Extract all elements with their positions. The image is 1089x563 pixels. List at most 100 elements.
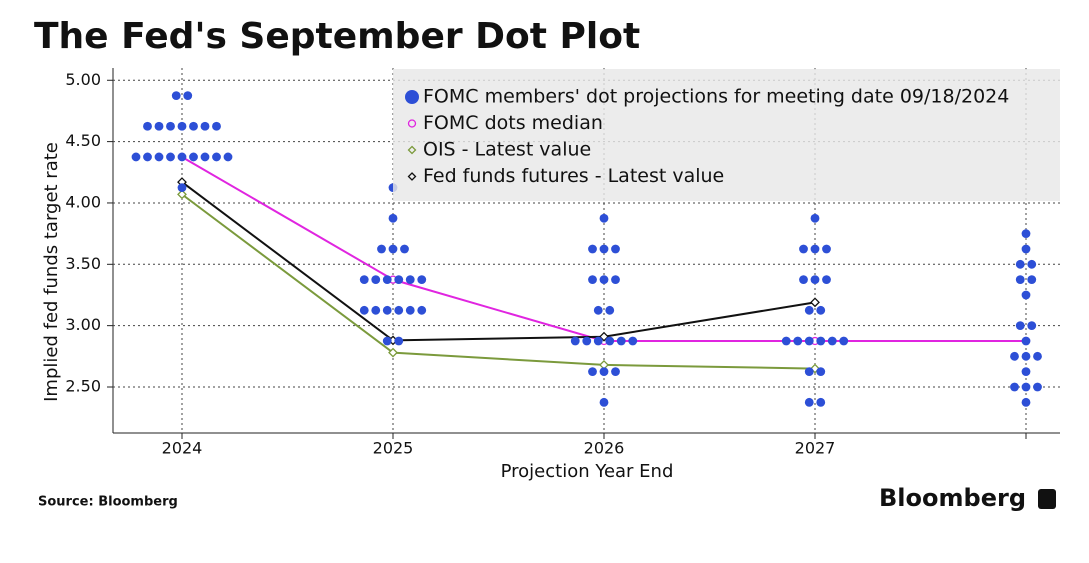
chart-title: The Fed's September Dot Plot [34, 16, 640, 57]
fomc-dot [588, 367, 597, 377]
fomc-dot [588, 275, 597, 285]
fomc-dot [1027, 321, 1037, 331]
fomc-dot [1010, 382, 1019, 392]
fomc-dot [359, 305, 369, 315]
fomc-dot [359, 275, 369, 285]
fomc-dot [394, 336, 404, 346]
fomc-dot [1021, 290, 1031, 300]
fomc-dot [827, 336, 837, 346]
fomc-dot [570, 336, 580, 346]
fomc-dot [816, 367, 826, 377]
y-tick-label: 4.50 [65, 131, 101, 150]
fomc-dot [611, 367, 620, 377]
fomc-dot [582, 336, 592, 346]
legend-box [393, 69, 1060, 201]
fomc-dot [394, 275, 404, 285]
x-tick-label: 2025 [373, 439, 414, 458]
x-tick-label: 2024 [162, 439, 203, 458]
fomc-dot [588, 244, 597, 254]
fomc-dot [822, 244, 831, 254]
fomc-dot [183, 91, 193, 101]
fomc-dot [143, 152, 152, 162]
fomc-dot [810, 244, 820, 254]
fomc-dot [131, 152, 141, 162]
fomc-dot [388, 213, 398, 223]
fomc-dot [822, 275, 831, 285]
x-tick-label: 2027 [795, 439, 836, 458]
fomc-dot [810, 275, 820, 285]
fomc-dot [593, 305, 603, 315]
fomc-dot [417, 305, 427, 315]
legend-label: OIS - Latest value [423, 139, 591, 161]
fomc-dot [816, 336, 826, 346]
fomc-dot [1021, 367, 1031, 377]
y-axis-label: Implied fed funds target rate [41, 142, 62, 402]
fomc-dot [377, 244, 386, 254]
fomc-dot [223, 152, 233, 162]
fomc-dot [154, 152, 164, 162]
fomc-dot [154, 121, 164, 131]
y-tick-label: 4.00 [65, 192, 101, 211]
series-line [181, 181, 816, 342]
fomc-dot [1021, 244, 1031, 254]
series-line [181, 193, 816, 370]
legend-marker [407, 119, 417, 128]
source: Source: Bloomberg [38, 495, 178, 510]
fomc-dot [1021, 397, 1031, 407]
fomc-dot [593, 336, 603, 346]
fomc-dot [611, 244, 620, 254]
brand-icon [1038, 489, 1056, 509]
fomc-dot [816, 305, 826, 315]
fomc-dot [405, 305, 415, 315]
fomc-dot [611, 275, 620, 285]
fomc-dot [171, 91, 181, 101]
fomc-dot [816, 397, 826, 407]
y-tick-label: 5.00 [65, 70, 101, 89]
fomc-dot [804, 397, 814, 407]
y-tick-label: 3.50 [65, 254, 101, 273]
fomc-dot [417, 275, 427, 285]
legend-label: FOMC members' dot projections for meetin… [423, 86, 1009, 108]
fomc-dot [1021, 382, 1031, 392]
fomc-dot [382, 275, 392, 285]
fomc-dot [166, 152, 175, 162]
fomc-dot [804, 336, 814, 346]
fomc-dot [394, 305, 404, 315]
fomc-dot [400, 244, 409, 254]
fomc-dot [599, 275, 609, 285]
x-axis-label: Projection Year End [501, 461, 674, 482]
legend-label: Fed funds futures - Latest value [423, 165, 724, 187]
fomc-dot [793, 336, 803, 346]
fomc-dot [189, 152, 198, 162]
fomc-dot [388, 244, 398, 254]
fomc-dot [143, 121, 152, 131]
fomc-dot [799, 275, 808, 285]
fomc-dot [599, 397, 609, 407]
fomc-dot [371, 275, 381, 285]
fomc-dot [212, 152, 221, 162]
fomc-dot [189, 121, 198, 131]
fomc-dot [200, 152, 210, 162]
y-tick-label: 2.50 [65, 376, 101, 395]
fomc-dot [605, 305, 615, 315]
fomc-dot [799, 244, 808, 254]
fomc-dot [1033, 382, 1042, 392]
fomc-dot [1021, 351, 1031, 361]
fomc-dot [599, 367, 609, 377]
fomc-dot [804, 305, 814, 315]
fomc-dot [371, 305, 381, 315]
fomc-dot [628, 336, 638, 346]
diamond-marker [388, 347, 398, 358]
fomc-dot [1033, 351, 1042, 361]
fomc-dot [177, 183, 187, 193]
brand: Bloomberg [879, 484, 1026, 512]
fomc-dot [1027, 259, 1037, 269]
fomc-dot [382, 305, 392, 315]
fomc-dot [177, 121, 187, 131]
fomc-dot [839, 336, 849, 346]
diamond-marker [177, 189, 187, 200]
fomc-dot [405, 275, 415, 285]
fomc-dot [382, 336, 392, 346]
legend-marker [407, 172, 417, 181]
